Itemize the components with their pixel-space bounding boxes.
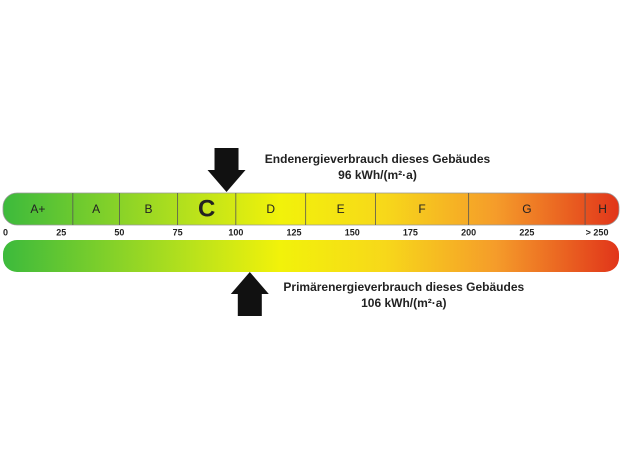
x-tick-label: > 250: [586, 227, 609, 237]
marker-arrow: [207, 148, 246, 192]
x-tick-label: 100: [228, 227, 243, 237]
marker-value-label: 96 kWh/(m²·a): [338, 168, 417, 182]
x-tick-label: 75: [173, 227, 183, 237]
x-tick-label: 50: [114, 227, 124, 237]
x-tick-label: 25: [56, 227, 66, 237]
x-tick-label: 150: [345, 227, 360, 237]
class-label: C: [198, 195, 215, 222]
scale-layer: A+ A B C D E F G H 0 25 50 75 100 125 150 175 200 225 > 250…: [2, 148, 620, 316]
x-tick-label: 200: [461, 227, 476, 237]
class-label: H: [598, 202, 607, 216]
class-label: F: [418, 202, 425, 216]
x-tick-label: 125: [287, 227, 302, 237]
class-label: G: [522, 202, 531, 216]
marker-arrow: [230, 272, 269, 316]
class-label: A+: [30, 202, 45, 216]
consumption-bar: [3, 240, 619, 272]
marker-name: Primärenergieverbrauch dieses Gebäudes: [283, 280, 524, 294]
class-label: D: [266, 202, 275, 216]
class-bar: [2, 192, 620, 226]
x-tick-label: 175: [403, 227, 418, 237]
x-tick-label: 225: [519, 227, 534, 237]
x-tick-label: 0: [3, 227, 8, 237]
class-label: E: [337, 202, 345, 216]
class-label: A: [92, 202, 100, 216]
marker-name: Endenergieverbrauch dieses Gebäudes: [265, 152, 491, 166]
class-label: B: [145, 202, 153, 216]
marker-value-label: 106 kWh/(m²·a): [361, 296, 446, 310]
